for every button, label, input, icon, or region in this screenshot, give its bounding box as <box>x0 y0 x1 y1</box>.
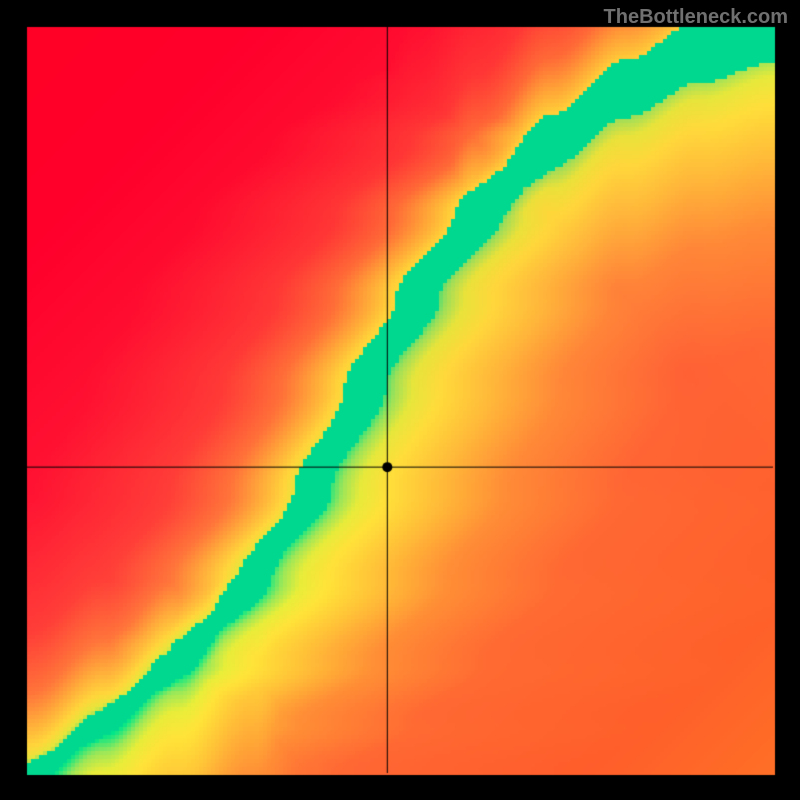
watermark-label: TheBottleneck.com <box>604 6 788 29</box>
heatmap-canvas <box>0 0 800 800</box>
chart-container: TheBottleneck.com <box>0 0 800 800</box>
